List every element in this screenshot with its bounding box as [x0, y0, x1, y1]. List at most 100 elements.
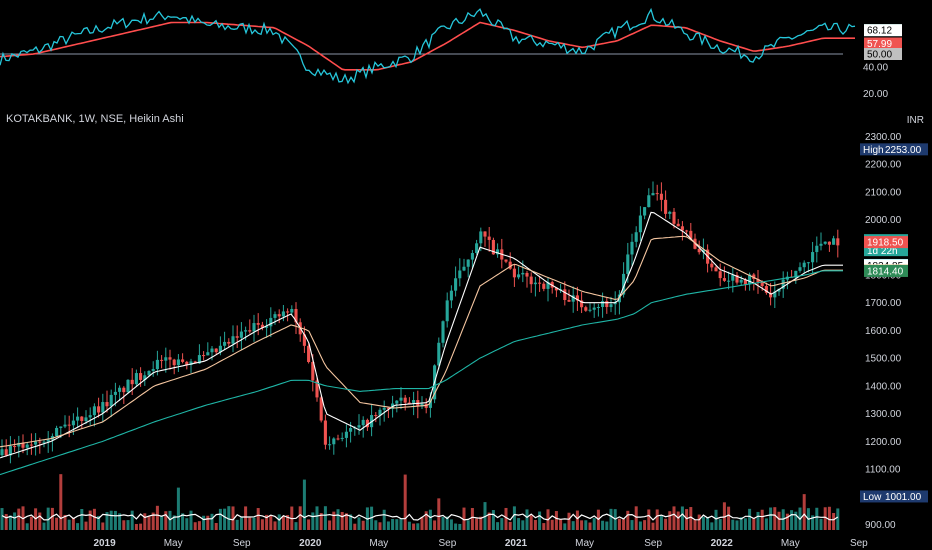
time-axis-tick: 2020	[299, 538, 322, 549]
volume-bar	[714, 509, 718, 530]
candle-down	[672, 208, 676, 229]
candle-body	[710, 263, 714, 268]
tag-text: 2253.00	[885, 145, 922, 156]
candle-body	[252, 323, 256, 332]
volume-bar	[517, 518, 521, 530]
candle-body	[521, 272, 525, 275]
tag-bg	[864, 236, 908, 249]
volume-bar	[218, 508, 222, 530]
volume-bar	[697, 514, 701, 530]
candle-body	[172, 359, 176, 366]
volume-bar	[206, 515, 210, 530]
price-panel: 900.00 1100.00 1200.00 1300.00 1400.00 1500.0…	[0, 132, 902, 531]
candle-body	[344, 431, 348, 438]
volume-panel	[0, 474, 840, 530]
volume-bar	[168, 510, 172, 530]
candle-body	[420, 403, 424, 407]
price-axis-tick: 1400.00	[865, 381, 902, 392]
volume-bar	[374, 520, 378, 530]
volume-bar	[269, 515, 273, 530]
candle-body	[0, 449, 4, 456]
volume-bar	[521, 520, 525, 530]
candle-body	[634, 232, 638, 242]
volume-bar	[227, 506, 231, 530]
candle-body	[365, 419, 369, 428]
candle-body	[764, 286, 768, 293]
candle-up	[475, 239, 479, 255]
time-axis-tick: May	[164, 538, 183, 549]
candle-body	[210, 348, 214, 353]
time-axis-tick: 2019	[93, 538, 116, 549]
volume-bar	[126, 520, 130, 530]
candle-body	[340, 437, 344, 439]
volume-bar	[311, 512, 315, 530]
candle-down	[168, 349, 172, 370]
volume-bar	[622, 518, 626, 530]
candle-up	[727, 271, 731, 290]
candle-body	[542, 283, 546, 289]
candle-body	[815, 245, 819, 253]
candle-body	[643, 207, 647, 216]
volume-bar	[302, 479, 306, 530]
candle-down	[294, 302, 298, 334]
candle-up	[370, 403, 374, 437]
candle-body	[462, 266, 466, 271]
volume-bar	[685, 509, 689, 530]
volume-bar	[487, 512, 491, 530]
volume-bar	[500, 518, 504, 530]
candle-body	[571, 295, 575, 302]
volume-bar	[538, 511, 542, 530]
tag-name: High	[863, 145, 884, 156]
candle-body	[168, 357, 172, 360]
volume-bar	[727, 506, 731, 530]
volume-bar	[248, 517, 252, 530]
candle-body	[760, 282, 764, 287]
candle-body	[227, 341, 231, 344]
candle-body	[13, 446, 17, 448]
volume-bar	[59, 474, 63, 530]
candle-body	[479, 231, 483, 244]
volume-bar	[4, 514, 8, 530]
volume-bar	[693, 519, 697, 530]
candle-body	[504, 259, 508, 262]
candle-down	[80, 416, 84, 429]
price-axis-tick: 1500.00	[865, 354, 902, 365]
candle-down	[752, 272, 756, 291]
volume-bar	[756, 511, 760, 530]
candle-down	[512, 263, 516, 287]
volume-bar	[193, 522, 197, 530]
candle-up	[470, 250, 474, 268]
volume-bar	[256, 508, 260, 530]
volume-bar	[424, 511, 428, 530]
volume-bar	[563, 523, 567, 530]
candle-body	[319, 397, 323, 421]
candle-body	[134, 373, 138, 385]
candle-body	[202, 355, 206, 357]
candle-body	[55, 427, 59, 437]
candle-body	[752, 274, 756, 279]
candle-up	[609, 296, 613, 313]
candle-body	[378, 409, 382, 416]
volume-bar	[67, 519, 71, 530]
candle-up	[126, 379, 130, 394]
volume-bar	[336, 509, 340, 530]
volume-bar	[349, 514, 353, 530]
tag-bg	[864, 37, 902, 50]
volume-bar	[706, 517, 710, 530]
volume-bar	[315, 506, 319, 530]
candle-up	[63, 415, 67, 429]
candle-body	[395, 400, 399, 404]
volume-bar	[827, 506, 831, 530]
candle-down	[538, 275, 542, 292]
candle-body	[466, 259, 470, 267]
candle-body	[508, 261, 512, 269]
volume-bar	[609, 508, 613, 530]
candle-body	[290, 308, 294, 313]
candle-down	[676, 218, 680, 227]
volume-bar	[571, 521, 575, 530]
volume-bar	[307, 519, 311, 530]
candle-up	[357, 414, 361, 435]
candle-body	[139, 373, 143, 380]
candle-up	[134, 369, 138, 387]
